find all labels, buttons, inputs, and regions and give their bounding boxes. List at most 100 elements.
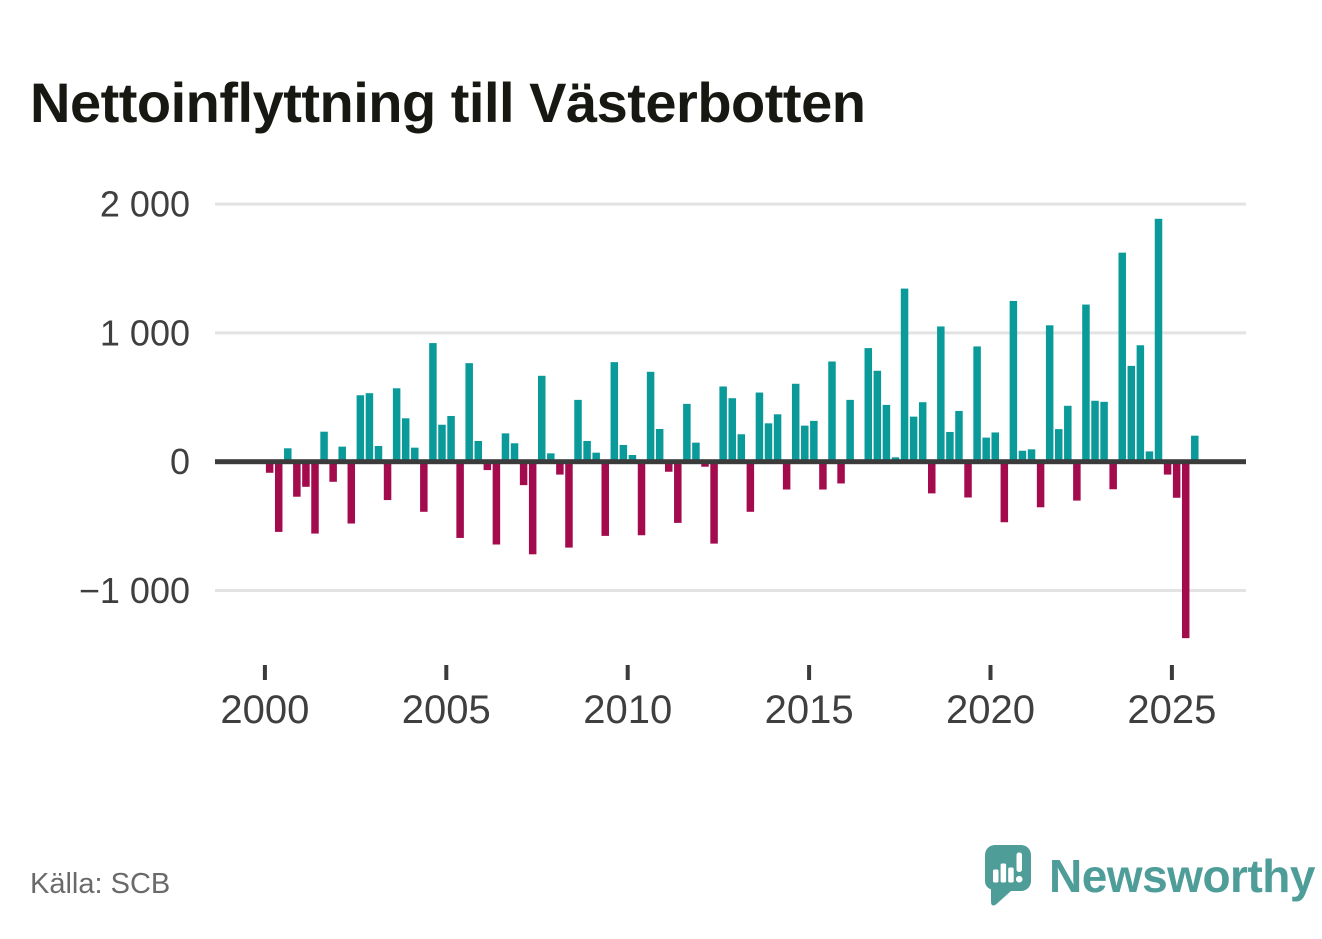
bar <box>610 362 619 462</box>
bar <box>655 428 664 462</box>
bar <box>946 431 954 462</box>
bar <box>274 461 283 532</box>
bar <box>982 437 990 462</box>
migration-bar-chart: 2 000 1 000 0 −1 000 2000 2005 2010 2015 2020 202… <box>79 184 1246 732</box>
newsworthy-logo: Newsworthy <box>983 843 1315 907</box>
bar <box>1009 300 1018 462</box>
bar <box>519 461 528 486</box>
bar <box>465 363 473 462</box>
bar <box>1181 461 1190 639</box>
bar <box>574 399 582 462</box>
x-tick-label: 2000 <box>220 688 309 732</box>
bar <box>1127 365 1136 462</box>
bar <box>510 443 519 462</box>
bar <box>1036 461 1045 508</box>
bar <box>1163 461 1172 475</box>
bar <box>674 461 682 523</box>
logo-bar-2 <box>1000 863 1007 883</box>
bar <box>592 452 600 462</box>
bar <box>329 461 337 482</box>
bar <box>1172 461 1181 498</box>
bar <box>1054 429 1063 462</box>
bar <box>1118 252 1126 462</box>
bar <box>955 410 963 462</box>
bar <box>411 447 419 462</box>
bar <box>302 461 310 487</box>
bar <box>438 424 446 462</box>
bar <box>900 288 909 462</box>
bar <box>347 461 356 524</box>
y-tick-label: −1 000 <box>79 570 190 611</box>
bar <box>801 425 809 462</box>
bar <box>692 442 700 462</box>
bar <box>628 455 637 462</box>
bar <box>737 434 746 462</box>
zero-axis-line <box>215 459 1246 465</box>
x-tick-label: 2020 <box>946 688 1035 732</box>
newsworthy-logo-icon <box>985 845 1031 906</box>
bar <box>492 461 501 545</box>
bar <box>392 388 401 462</box>
bar <box>773 414 782 462</box>
bar <box>456 461 464 538</box>
bar <box>338 446 346 462</box>
y-tick-label: 0 <box>170 441 190 482</box>
bar <box>547 453 555 462</box>
bar <box>501 433 510 462</box>
x-tick <box>988 665 993 680</box>
x-tick <box>807 665 812 680</box>
bar <box>356 395 365 462</box>
chart-title: Nettoinflyttning till Västerbotten <box>30 70 866 134</box>
bar <box>1154 218 1163 462</box>
bar <box>583 440 591 462</box>
bar <box>764 423 773 462</box>
bar <box>265 461 274 473</box>
logo-bubble <box>985 845 1031 906</box>
x-tick-label: 2010 <box>583 688 672 732</box>
x-tick <box>1169 665 1174 680</box>
bar <box>701 461 709 467</box>
source-note: Källa: SCB <box>30 868 171 900</box>
bar <box>1045 325 1054 462</box>
bar <box>810 420 818 462</box>
bar <box>755 392 764 462</box>
bar <box>637 461 646 536</box>
bar <box>1064 405 1072 462</box>
bar <box>447 415 455 462</box>
bar <box>401 418 410 462</box>
bar <box>710 461 718 544</box>
bar <box>293 461 301 497</box>
bar <box>601 461 609 536</box>
bar <box>556 461 564 475</box>
bar <box>429 343 437 462</box>
bar <box>909 416 918 462</box>
bar <box>1136 345 1145 462</box>
bar <box>365 393 374 462</box>
bar <box>819 461 827 490</box>
bar <box>1145 451 1154 462</box>
x-tick-label: 2015 <box>765 688 854 732</box>
logo-bar-1 <box>993 869 999 883</box>
bar <box>538 375 546 462</box>
bar <box>383 461 392 501</box>
bar <box>837 461 845 484</box>
bar <box>565 461 573 548</box>
bar <box>420 461 428 512</box>
x-tick-label: 2005 <box>402 688 491 732</box>
logo-bar-3 <box>1008 867 1014 883</box>
bar <box>311 461 319 534</box>
bar <box>719 386 727 462</box>
bar <box>791 383 800 462</box>
bar <box>828 361 836 462</box>
bar <box>864 348 873 462</box>
gridline <box>215 202 1246 206</box>
gridline <box>215 589 1246 592</box>
bar <box>928 461 936 494</box>
x-tick <box>625 665 630 680</box>
bar <box>846 399 854 462</box>
x-tick <box>444 665 449 680</box>
bar <box>1091 400 1099 462</box>
bar <box>528 461 537 555</box>
bar <box>1100 401 1108 462</box>
